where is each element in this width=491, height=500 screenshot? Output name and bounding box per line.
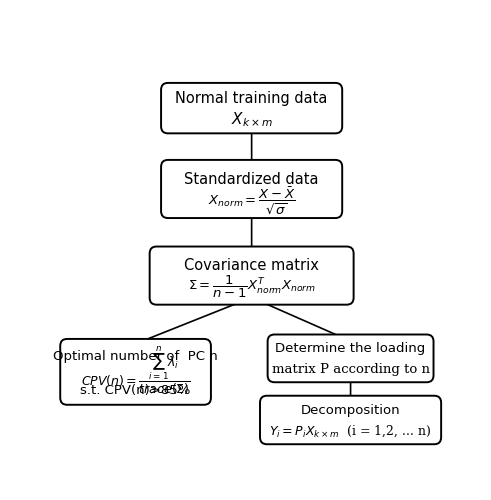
Text: Standardized data: Standardized data: [185, 172, 319, 187]
Text: Covariance matrix: Covariance matrix: [184, 258, 319, 274]
Text: matrix P according to n: matrix P according to n: [272, 364, 430, 376]
FancyBboxPatch shape: [161, 83, 342, 134]
Text: s.t. CPV(n)>85%: s.t. CPV(n)>85%: [81, 384, 191, 397]
Text: $X_{norm} = \dfrac{X-\bar{X}}{\sqrt{\sigma}}$: $X_{norm} = \dfrac{X-\bar{X}}{\sqrt{\sig…: [208, 185, 295, 216]
FancyBboxPatch shape: [260, 396, 441, 444]
FancyBboxPatch shape: [60, 339, 211, 405]
Text: Normal training data: Normal training data: [175, 91, 328, 106]
Text: Decomposition: Decomposition: [301, 404, 400, 417]
Text: $Y_i = P_i X_{k\times m}$  (i = 1,2, ... n): $Y_i = P_i X_{k\times m}$ (i = 1,2, ... …: [270, 424, 432, 440]
Text: $X_{k\times m}$: $X_{k\times m}$: [231, 110, 273, 129]
Text: Determine the loading: Determine the loading: [275, 342, 426, 355]
FancyBboxPatch shape: [150, 246, 354, 304]
Text: $\Sigma = \dfrac{1}{n-1}X_{norm}^T X_{norm}$: $\Sigma = \dfrac{1}{n-1}X_{norm}^T X_{no…: [188, 274, 316, 300]
Text: $CPV(n) = \dfrac{\sum_{i=1}^{n}\lambda_i}{trace(\Sigma)}$: $CPV(n) = \dfrac{\sum_{i=1}^{n}\lambda_i…: [81, 344, 191, 398]
FancyBboxPatch shape: [161, 160, 342, 218]
Text: Optimal number of  PC n: Optimal number of PC n: [53, 350, 218, 363]
FancyBboxPatch shape: [268, 334, 434, 382]
